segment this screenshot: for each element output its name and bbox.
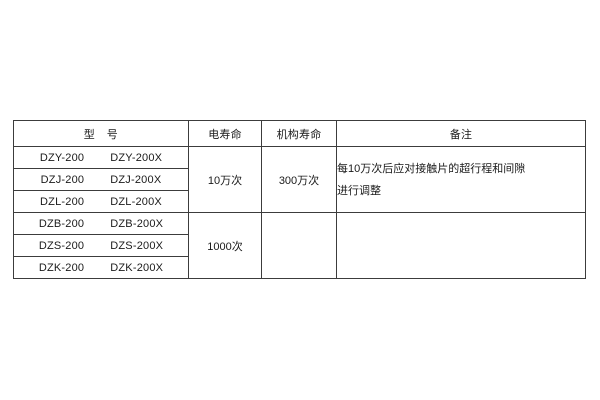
model-variant-code: DZJ-200X — [110, 173, 162, 186]
model-variant-code: DZB-200X — [110, 217, 164, 230]
remark-group-1: 每10万次后应对接触片的超行程和间隙 进行调整 — [336, 146, 586, 213]
model-base-code: DZY-200 — [39, 151, 85, 164]
specification-table: 型 号 电寿命 机构寿命 备注 DZY-200 DZY-200X 10万次 30… — [13, 120, 586, 279]
mechanical-life-group-1: 300万次 — [261, 146, 337, 213]
column-header-mechanical-life-label: 机构寿命 — [276, 128, 322, 141]
model-cell: DZK-200 DZK-200X — [13, 256, 189, 279]
remark-group-2 — [336, 212, 586, 279]
model-base-code: DZK-200 — [38, 261, 85, 274]
model-base-code: DZS-200 — [38, 239, 85, 252]
model-base-code: DZL-200 — [40, 195, 85, 208]
table-row: DZB-200 DZB-200X 1000次 — [13, 212, 586, 279]
column-header-mechanical-life: 机构寿命 — [261, 120, 337, 147]
model-cell: DZJ-200 DZJ-200X — [13, 168, 189, 191]
model-variant-code: DZK-200X — [110, 261, 164, 274]
model-variant-code: DZS-200X — [110, 239, 164, 252]
column-header-electrical-life-label: 电寿命 — [208, 128, 242, 141]
table-row: DZK-200 DZK-200X — [13, 256, 586, 279]
electrical-life-group-2: 1000次 — [188, 212, 262, 279]
column-header-remark: 备注 — [336, 120, 586, 147]
table-row: DZY-200 DZY-200X 10万次 300万次 每10万次后应对接触片的… — [13, 146, 586, 213]
model-variant-code: DZY-200X — [110, 151, 163, 164]
model-variant-code: DZL-200X — [110, 195, 162, 208]
remark-line-1: 每10万次后应对接触片的超行程和间隙 — [337, 162, 526, 175]
remark-line-2: 进行调整 — [337, 184, 381, 197]
model-base-code: DZB-200 — [38, 217, 85, 230]
table-header-row: 型 号 电寿命 机构寿命 备注 — [13, 120, 586, 147]
model-cell: DZB-200 DZB-200X — [13, 212, 189, 235]
table-row: DZJ-200 DZJ-200X — [13, 168, 586, 191]
electrical-life-group-1: 10万次 — [188, 146, 262, 213]
mechanical-life-group-2 — [261, 212, 337, 279]
table-row: DZS-200 DZS-200X — [13, 234, 586, 257]
column-header-remark-label: 备注 — [449, 128, 473, 141]
model-base-code: DZJ-200 — [40, 173, 85, 186]
column-header-electrical-life: 电寿命 — [188, 120, 262, 147]
column-header-model: 型 号 — [13, 120, 189, 147]
column-header-model-label: 型 号 — [83, 128, 119, 141]
model-cell: DZY-200 DZY-200X — [13, 146, 189, 169]
model-cell: DZL-200 DZL-200X — [13, 190, 189, 213]
table-row: DZL-200 DZL-200X — [13, 190, 586, 213]
model-cell: DZS-200 DZS-200X — [13, 234, 189, 257]
